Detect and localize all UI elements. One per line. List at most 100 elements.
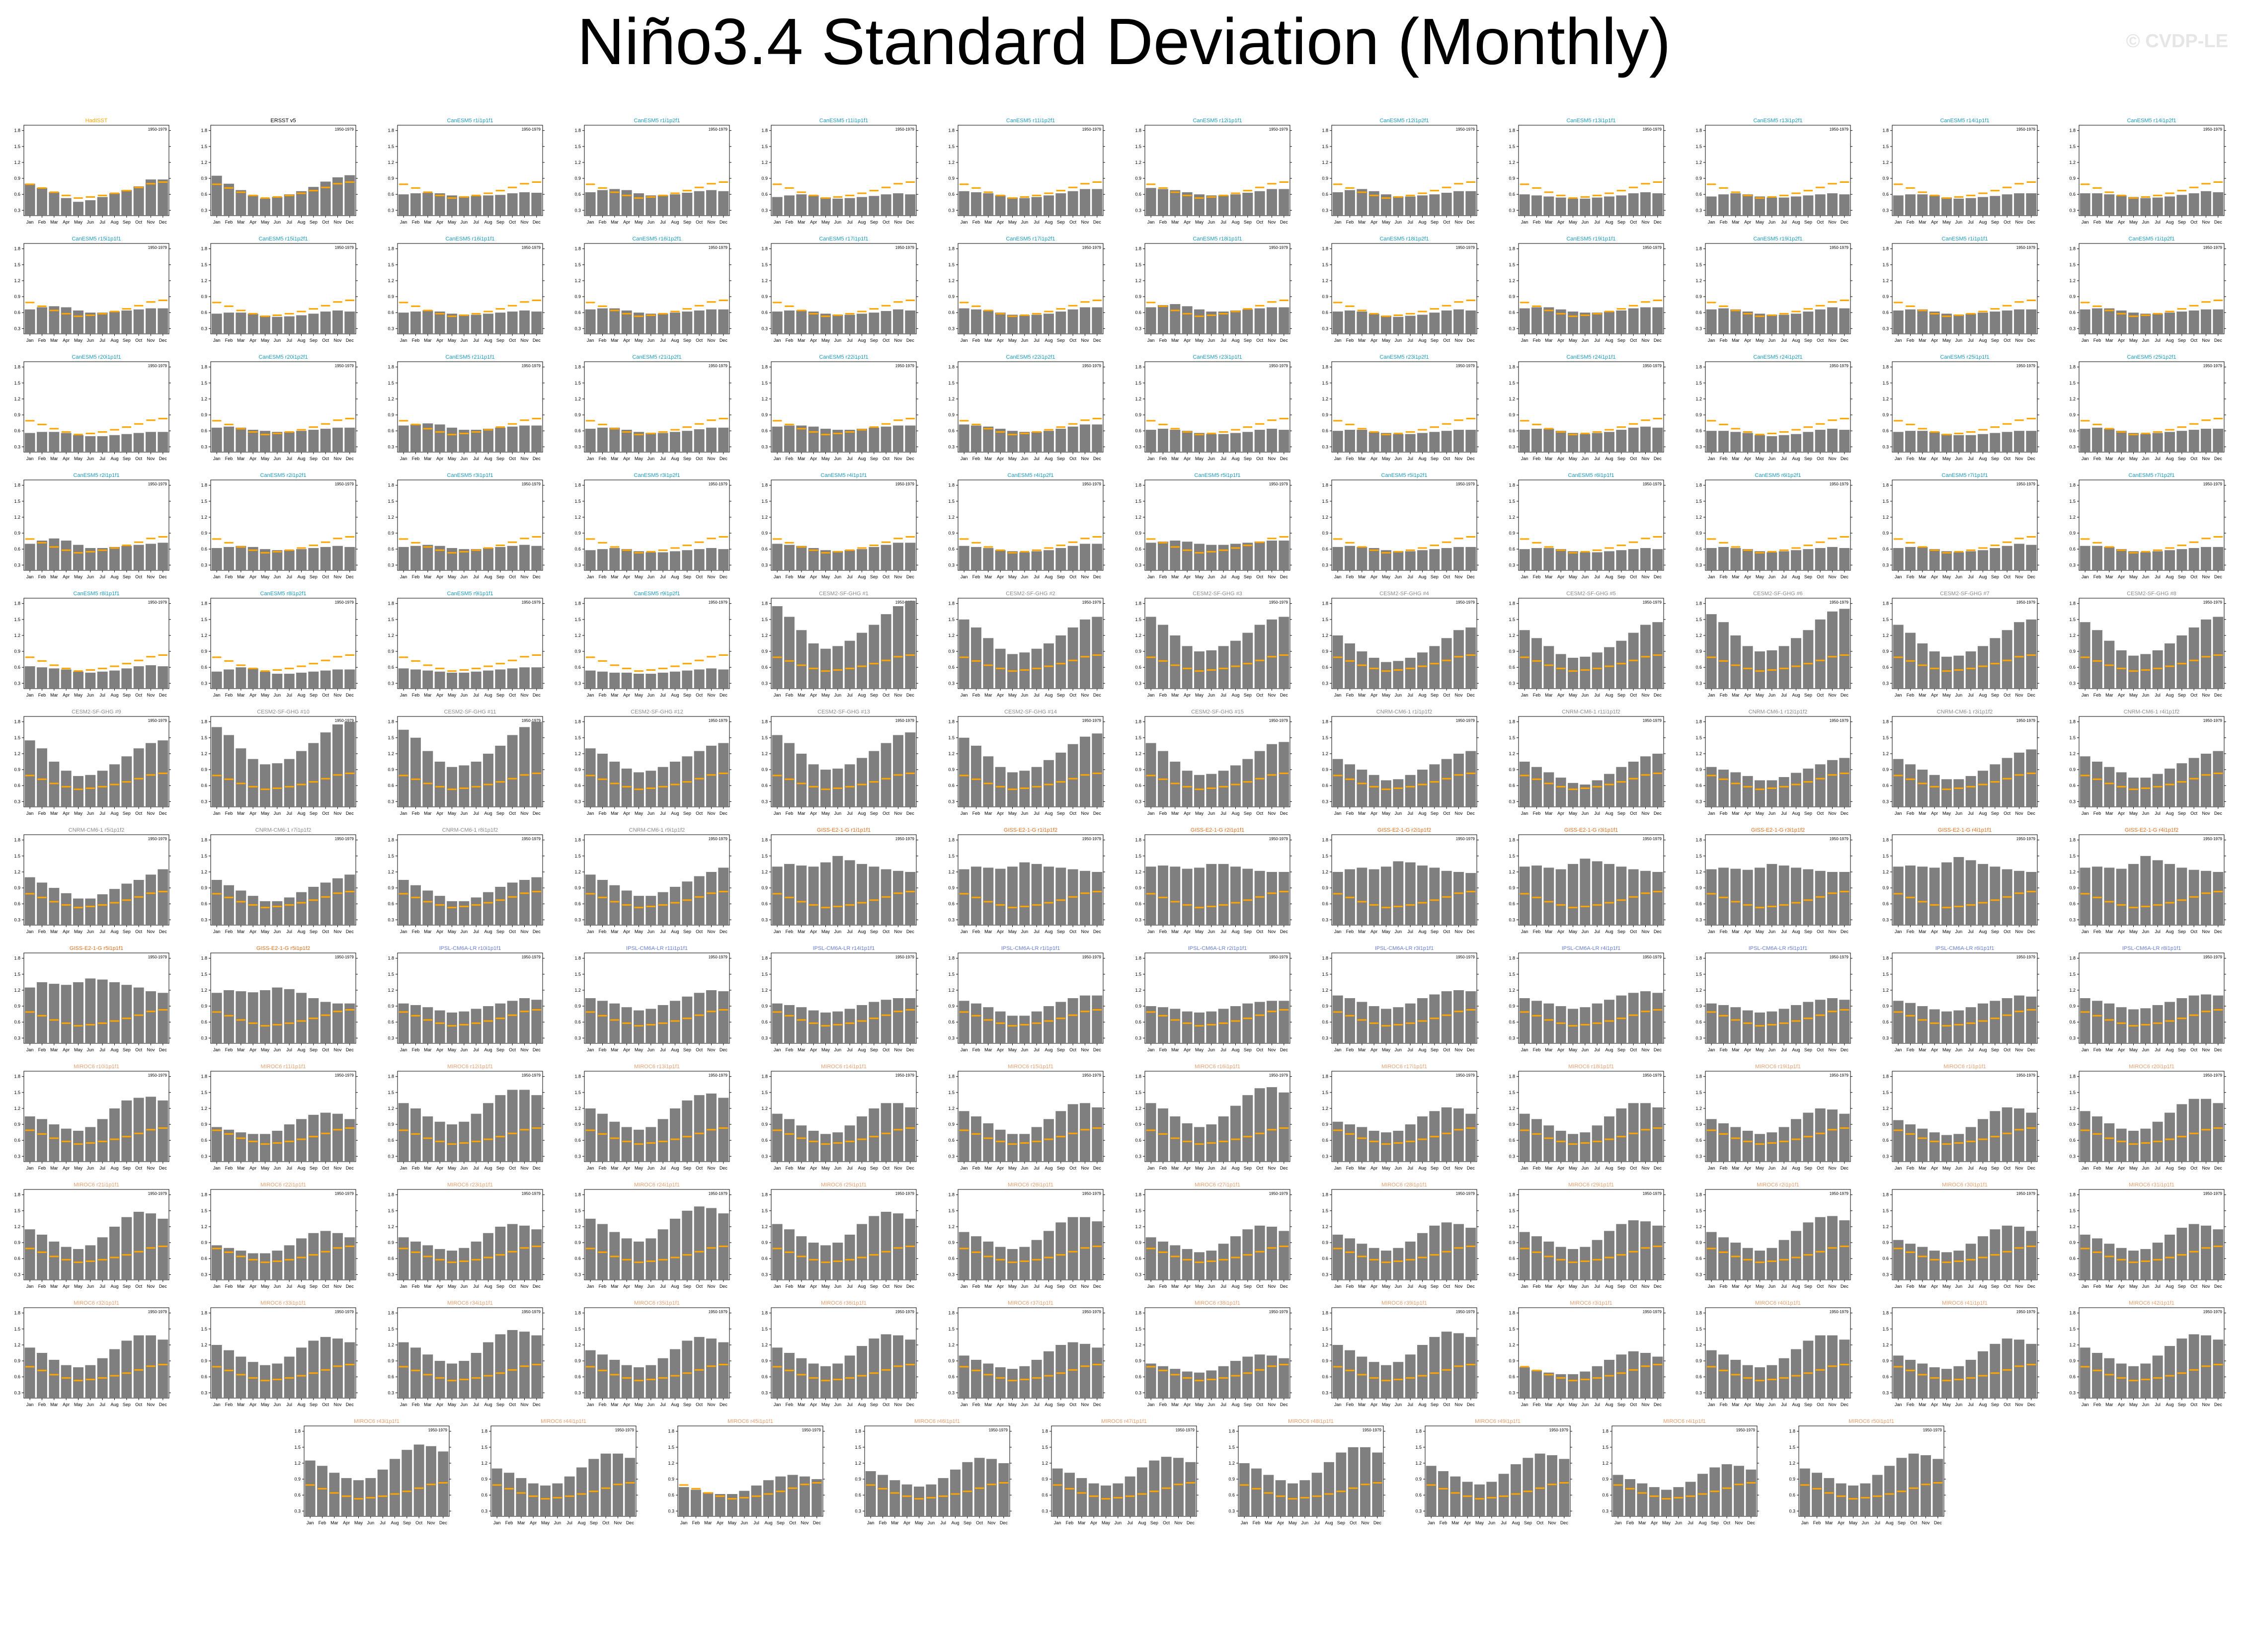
- y-tick-label: 0.6: [1135, 428, 1141, 433]
- x-tick-label: Jul: [99, 220, 105, 225]
- bar: [495, 195, 506, 216]
- y-tick-label: 1.2: [1695, 515, 1702, 520]
- bar: [1592, 780, 1603, 807]
- bar: [1778, 197, 1789, 216]
- x-tick-label: Feb: [38, 456, 46, 461]
- y-tick-label: 1.2: [388, 396, 394, 401]
- y-tick-label: 0.6: [14, 428, 20, 433]
- y-tick-label: 1.8: [574, 246, 581, 251]
- x-tick-label: Aug: [1044, 338, 1052, 343]
- x-tick-label: Nov: [2015, 574, 2023, 579]
- x-tick-label: Aug: [1418, 456, 1426, 461]
- panel-17: CanESM5 r17i1p2f11950-19790.30.60.91.21.…: [948, 236, 1105, 343]
- x-tick-label: Feb: [225, 220, 233, 225]
- x-tick-label: Jun: [1208, 456, 1215, 461]
- y-tick-label: 1.2: [761, 515, 768, 520]
- bar: [971, 425, 981, 452]
- y-tick-label: 0.6: [2069, 310, 2076, 315]
- x-tick-label: Nov: [894, 220, 902, 225]
- bar: [1381, 194, 1391, 216]
- period-label: 1950-1979: [522, 600, 541, 605]
- y-tick-label: 1.2: [574, 751, 581, 756]
- x-tick-label: Oct: [1630, 574, 1637, 579]
- panel-11: CanESM5 r14i1p2f11950-19790.30.60.91.21.…: [2069, 118, 2226, 225]
- x-tick-label: Jun: [2142, 693, 2150, 698]
- bar: [682, 192, 693, 216]
- bar: [784, 310, 795, 334]
- x-tick-label: Nov: [520, 338, 529, 343]
- y-tick-label: 1.8: [574, 128, 581, 133]
- x-tick-label: Jul: [286, 811, 292, 816]
- x-tick-label: Jun: [647, 693, 655, 698]
- y-tick-label: 0.6: [1882, 192, 1889, 197]
- bar: [1393, 661, 1404, 689]
- y-tick-label: 0.9: [1322, 412, 1328, 417]
- panel-title: CanESM5 r8i1p1f1: [74, 591, 120, 597]
- y-tick-label: 1.2: [1322, 160, 1328, 165]
- y-tick-label: 0.9: [1322, 176, 1328, 181]
- x-tick-label: Apr: [2118, 220, 2125, 225]
- x-tick-label: Aug: [2166, 338, 2173, 343]
- bar: [1917, 309, 1928, 334]
- y-tick-label: 0.9: [1695, 412, 1702, 417]
- x-tick-label: Sep: [1244, 338, 1252, 343]
- x-tick-label: Jun: [1582, 456, 1589, 461]
- bar: [2128, 778, 2139, 807]
- bar: [459, 196, 470, 216]
- bar: [1279, 541, 1289, 570]
- x-tick-label: Jun: [1021, 574, 1029, 579]
- panel-13: CanESM5 r15i1p2f11950-19790.30.60.91.21.…: [201, 236, 358, 343]
- x-tick-label: Jul: [1781, 574, 1787, 579]
- x-tick-label: Feb: [225, 574, 233, 579]
- bar: [1755, 551, 1765, 570]
- y-tick-label: 1.5: [388, 735, 394, 740]
- x-tick-label: Jun: [1582, 338, 1589, 343]
- bar: [1917, 194, 1928, 216]
- bar: [905, 310, 916, 334]
- bar: [869, 196, 880, 216]
- panel-title: CESM2-SF-GHG #14: [1004, 709, 1057, 715]
- panel-46: CanESM5 r7i1p1f11950-19790.30.60.91.21.5…: [1882, 472, 2039, 579]
- period-label: 1950-1979: [1643, 364, 1662, 368]
- x-tick-label: Oct: [1069, 456, 1077, 461]
- x-tick-label: Nov: [707, 220, 716, 225]
- x-tick-label: Jun: [1955, 574, 1963, 579]
- panel-6: CanESM5 r12i1p1f11950-19790.30.60.91.21.…: [1135, 118, 1292, 225]
- x-tick-label: May: [821, 574, 830, 579]
- bar: [1182, 306, 1193, 334]
- bar: [869, 625, 880, 689]
- bar: [893, 735, 903, 807]
- bar: [1145, 617, 1156, 689]
- x-tick-label: Jun: [274, 456, 281, 461]
- x-tick-label: Aug: [1979, 338, 1987, 343]
- plot-frame: [1518, 479, 1664, 571]
- x-tick-label: Feb: [972, 811, 980, 816]
- bar: [1791, 550, 1801, 570]
- bar: [2128, 313, 2139, 334]
- bar: [1080, 544, 1090, 570]
- x-tick-label: Jul: [1220, 220, 1226, 225]
- x-tick-label: Mar: [798, 456, 805, 461]
- y-tick-label: 0.9: [2069, 649, 2076, 654]
- bar: [1827, 428, 1838, 452]
- bar: [1730, 635, 1741, 689]
- y-tick-label: 1.2: [948, 515, 955, 520]
- y-tick-label: 1.5: [761, 262, 768, 267]
- x-tick-label: Feb: [1533, 811, 1541, 816]
- x-tick-label: Jun: [1395, 456, 1402, 461]
- x-tick-label: Apr: [436, 220, 443, 225]
- x-tick-label: May: [448, 574, 457, 579]
- bar: [2140, 552, 2151, 570]
- bar: [694, 429, 705, 452]
- bar: [1592, 197, 1603, 216]
- x-tick-label: Apr: [1184, 220, 1191, 225]
- bar: [109, 670, 120, 689]
- x-tick-label: Jun: [1955, 811, 1963, 816]
- y-tick-label: 0.9: [388, 531, 394, 536]
- bar: [531, 425, 542, 452]
- panel-70: CNRM-CM6-1 r3i1p1f21950-19790.30.60.91.2…: [1882, 709, 2039, 816]
- bar: [61, 433, 72, 452]
- bar: [146, 544, 156, 570]
- y-tick-label: 1.2: [948, 278, 955, 283]
- x-tick-label: Jan: [26, 338, 34, 343]
